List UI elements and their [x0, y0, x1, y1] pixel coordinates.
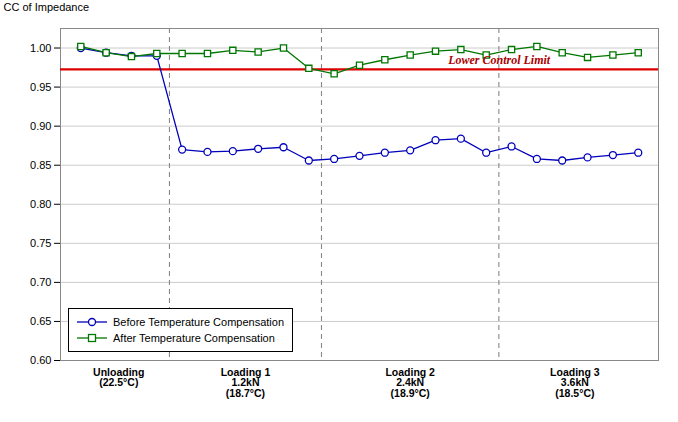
html-text:After Temperature Compensation: After Temperature Compensation [113, 332, 275, 344]
svg-text:0.65: 0.65 [30, 315, 51, 327]
svg-text:CC of Impedance: CC of Impedance [4, 1, 90, 13]
svg-text:Unloading(22.5°C): Unloading(22.5°C) [93, 366, 144, 389]
svg-text:0.70: 0.70 [30, 276, 51, 288]
svg-text:Loading 11.2kN(18.7°C): Loading 11.2kN(18.7°C) [221, 366, 271, 399]
html-text:Before Temperature Compensatio: Before Temperature Compensation [113, 316, 284, 328]
svg-text:0.85: 0.85 [30, 159, 51, 171]
svg-text:0.75: 0.75 [30, 237, 51, 249]
svg-text:Lower Control Limit: Lower Control Limit [447, 53, 551, 67]
svg-text:1.00: 1.00 [30, 42, 51, 54]
svg-text:0.60: 0.60 [30, 354, 51, 366]
svg-text:Loading 22.4kN(18.9°C): Loading 22.4kN(18.9°C) [385, 366, 435, 399]
svg-text:Loading 33.6kN(18.5°C): Loading 33.6kN(18.5°C) [550, 366, 600, 399]
svg-text:0.80: 0.80 [30, 198, 51, 210]
svg-text:0.95: 0.95 [30, 81, 51, 93]
svg-text:0.90: 0.90 [30, 120, 51, 132]
